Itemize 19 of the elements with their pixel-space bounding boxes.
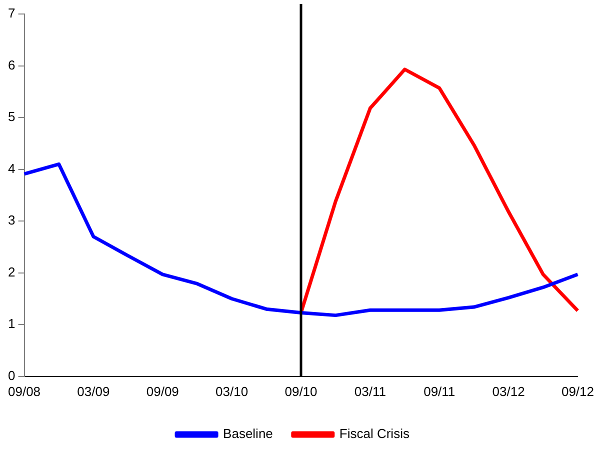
legend-label: Fiscal Crisis xyxy=(339,426,410,442)
x-tick-label: 09/12 xyxy=(561,384,594,399)
y-tick-label: 7 xyxy=(8,6,16,21)
y-tick-label: 6 xyxy=(8,57,16,72)
y-tick-label: 5 xyxy=(8,109,16,124)
y-tick-label: 1 xyxy=(8,316,16,332)
y-tick-label: 2 xyxy=(8,264,16,280)
x-tick-label: 09/11 xyxy=(424,384,456,399)
x-tick-label: 03/12 xyxy=(492,384,525,399)
x-tick-label: 03/11 xyxy=(354,384,386,399)
legend-label: Baseline xyxy=(223,426,273,442)
x-tick-label: 03/10 xyxy=(216,384,248,399)
x-tick-label: 09/10 xyxy=(284,384,318,399)
y-tick-label: 0 xyxy=(8,368,16,383)
x-tick-label: 09/08 xyxy=(8,384,41,399)
x-tick-label: 09/09 xyxy=(146,384,179,399)
y-tick-label: 3 xyxy=(8,212,16,228)
y-tick-label: 4 xyxy=(8,160,16,176)
x-tick-label: 03/09 xyxy=(77,384,110,399)
